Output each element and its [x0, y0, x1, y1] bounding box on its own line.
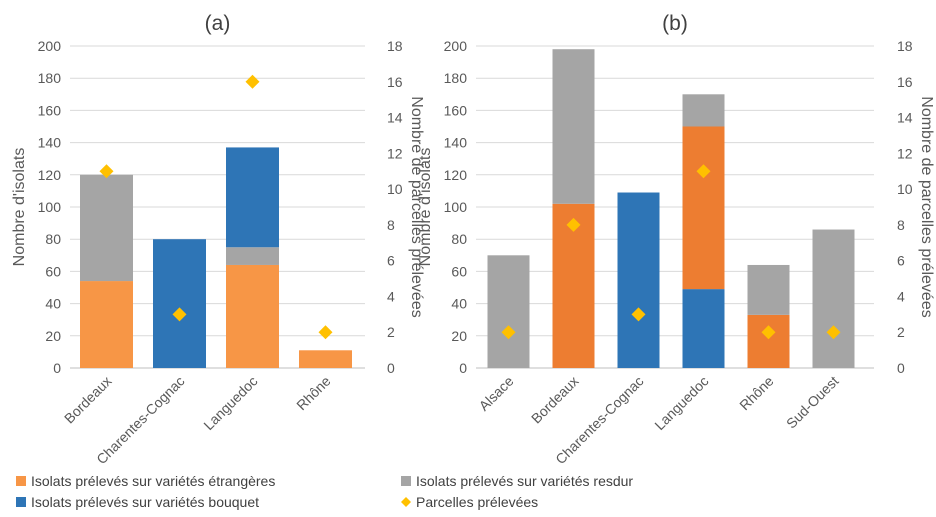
parcelles-marker [172, 307, 187, 322]
bar-etrangeres [299, 350, 352, 368]
chart-title: (a) [205, 12, 231, 35]
y-tick-label: 0 [53, 360, 61, 376]
bar-etrangeres [80, 281, 133, 368]
x-tick-label: Bordeaux [61, 373, 115, 427]
y-tick-label: 40 [451, 296, 467, 312]
y-tick-label: 80 [45, 231, 61, 247]
y-tick-label: 180 [38, 70, 62, 86]
legend-label: Isolats prélevés sur variétés bouquet [31, 494, 259, 510]
y-tick-label: 120 [38, 167, 62, 183]
parcelles-marker [318, 325, 333, 340]
y-tick-label: 140 [38, 135, 62, 151]
x-tick-label: Bordeaux [528, 373, 582, 427]
y-axis-title: Nombre d'isolats [11, 148, 28, 267]
chart-panel-a: 0 20 40 60 80 100 120 140 160 180 200 0 2 4 6 8 10 12 14 16… [11, 12, 425, 467]
y-tick-label: 0 [459, 360, 467, 376]
y-tick-label: 60 [45, 263, 61, 279]
y2-tick-label: 14 [897, 110, 913, 126]
y2-tick-label: 14 [387, 110, 403, 126]
bar-resdur [226, 247, 279, 265]
y2-tick-label: 6 [387, 253, 395, 269]
legend-label: Parcelles prélevées [416, 494, 538, 510]
y2-tick-label: 6 [897, 253, 905, 269]
legend-swatch-resdur [401, 476, 411, 486]
y-tick-label: 180 [444, 70, 468, 86]
y2-tick-label: 16 [897, 74, 913, 90]
y-tick-label: 100 [444, 199, 468, 215]
x-tick-label: Rhône [293, 373, 334, 414]
x-tick-label: Languedoc [651, 373, 711, 433]
y2-tick-label: 16 [387, 74, 403, 90]
bar-resdur [682, 94, 725, 127]
y2-tick-label: 10 [897, 181, 913, 197]
legend-marker-diamond [401, 497, 411, 507]
bar-bouquet [617, 192, 660, 368]
bar-resdur [812, 229, 855, 368]
y-tick-label: 160 [444, 102, 468, 118]
bar-etrangeres_b [747, 314, 790, 368]
x-tick-label: Alsace [476, 373, 517, 414]
y2-tick-label: 18 [897, 38, 913, 54]
parcelles-marker [631, 307, 646, 322]
chart-title: (b) [662, 12, 688, 35]
chart-panel-b: 0 20 40 60 80 100 120 140 160 180 200 0 2 4 6 8 10 12 14 16… [417, 12, 935, 467]
y2-tick-label: 4 [387, 288, 395, 304]
x-tick-label: Sud-Ouest [783, 373, 842, 432]
y-tick-label: 20 [451, 328, 467, 344]
y-tick-label: 200 [38, 38, 62, 54]
y-tick-label: 100 [38, 199, 62, 215]
y2-tick-label: 10 [387, 181, 403, 197]
bar-resdur [80, 174, 133, 282]
y-tick-label: 120 [444, 167, 468, 183]
legend-label: Isolats prélevés sur variétés resdur [416, 473, 633, 489]
legend-swatch-etrangeres [16, 476, 26, 486]
y2-axis-title: Nombre de parcelles prélevées [918, 96, 935, 317]
x-tick-label: Languedoc [200, 373, 260, 433]
parcelles-marker [761, 325, 776, 340]
y2-tick-label: 2 [897, 324, 905, 340]
bar-resdur [487, 255, 530, 368]
y2-tick-label: 4 [897, 288, 905, 304]
parcelles-marker [696, 164, 711, 179]
parcelles-marker [99, 164, 114, 179]
y-tick-label: 200 [444, 38, 468, 54]
x-tick-label: Rhône [736, 373, 777, 414]
y2-tick-label: 0 [387, 360, 395, 376]
bar-bouquet [682, 289, 725, 368]
y2-tick-label: 18 [387, 38, 403, 54]
y2-tick-label: 2 [387, 324, 395, 340]
bar-resdur [747, 264, 790, 315]
bar-bouquet [153, 239, 206, 368]
y2-tick-label: 0 [897, 360, 905, 376]
parcelles-marker [826, 325, 841, 340]
bar-bouquet [226, 147, 279, 248]
bar-etrangeres [226, 264, 279, 368]
parcelles-marker [245, 74, 260, 89]
y-tick-label: 40 [45, 296, 61, 312]
y-tick-label: 80 [451, 231, 467, 247]
y2-axis-title: Nombre de parcelles prélevées [408, 96, 425, 317]
y-axis-title: Nombre d'isolats [417, 148, 434, 267]
legend-label: Isolats prélevés sur variétés étrangères [31, 473, 275, 489]
y2-tick-label: 12 [897, 145, 913, 161]
y2-tick-label: 12 [387, 145, 403, 161]
y-tick-label: 20 [45, 328, 61, 344]
y-tick-label: 140 [444, 135, 468, 151]
parcelles-marker [566, 217, 581, 232]
parcelles-marker [501, 325, 516, 340]
y2-tick-label: 8 [897, 217, 905, 233]
y2-tick-label: 8 [387, 217, 395, 233]
legend-swatch-bouquet [16, 497, 26, 507]
bar-resdur [552, 49, 595, 204]
y-tick-label: 160 [38, 102, 62, 118]
bar-etrangeres_b [682, 126, 725, 290]
y-tick-label: 60 [451, 263, 467, 279]
legend: Isolats prélevés sur variétés étrangères… [16, 473, 633, 510]
